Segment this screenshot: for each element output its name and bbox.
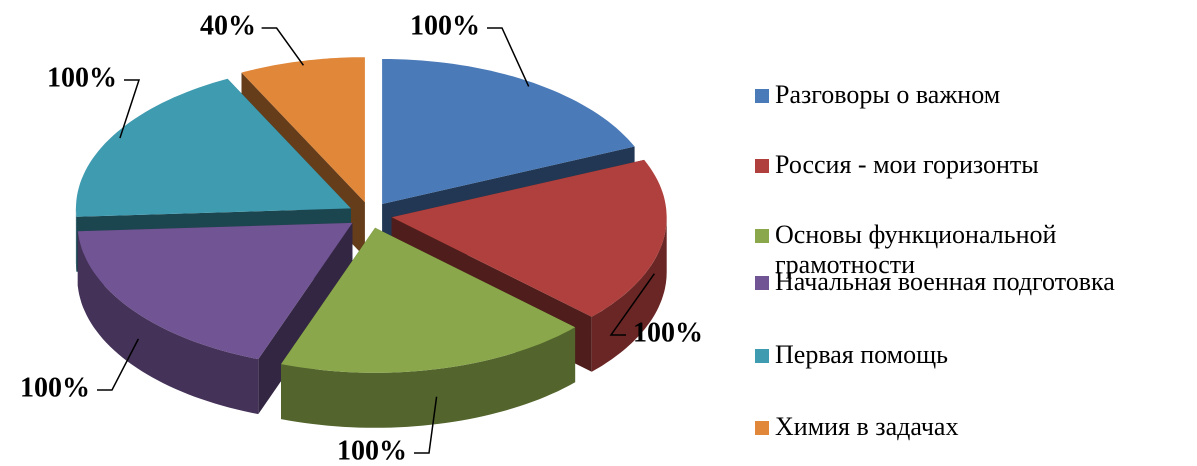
slice-top [391,159,667,317]
slice-side [281,327,576,428]
leader-line [97,338,140,391]
legend-label: Химия в задачах [775,412,959,441]
leader-line [487,27,530,87]
legend-label: Основы функциональной грамотности [775,220,1057,279]
slice-side [77,231,259,415]
legend-label: Начальная военная подготовка [775,267,1115,296]
slice-top [75,78,351,217]
leader-line [414,396,438,454]
leader-line [261,27,305,66]
legend-item: Первая помощь [755,340,1195,370]
slice-side [75,208,77,272]
legend-swatch [755,276,769,290]
leader-line [609,273,655,336]
legend-item: Россия - мои горизонты [755,150,1195,180]
data-label: 100% [633,317,703,348]
legend-swatch [755,421,769,435]
legend-swatch [755,89,769,103]
slice [281,227,576,428]
data-label: 100% [337,435,407,466]
legend-item: Химия в задачах [755,412,1195,442]
legend-item: Разговоры о важном [755,80,1195,110]
slice-top [241,57,365,203]
slice-top [382,59,635,204]
chart: 100% 100% 100% 100% 100% 40% [20,10,703,466]
legend-swatch [755,229,769,243]
legend-swatch [755,349,769,363]
leader-line [119,79,141,139]
data-label: 100% [410,10,480,41]
data-label: 40% [200,10,256,41]
slice-top [281,227,576,373]
slice-top [77,222,353,360]
data-label: 100% [47,62,117,93]
slice-side [591,217,667,372]
legend-label: Разговоры о важном [775,80,1001,109]
data-label: 100% [20,372,90,403]
legend-item: Начальная военная подготовка [755,267,1195,297]
legend-label: Россия - мои горизонты [775,150,1039,179]
legend-swatch [755,159,769,173]
legend-item: Основы функциональной грамотности [755,220,1075,280]
legend-label: Первая помощь [775,340,948,369]
